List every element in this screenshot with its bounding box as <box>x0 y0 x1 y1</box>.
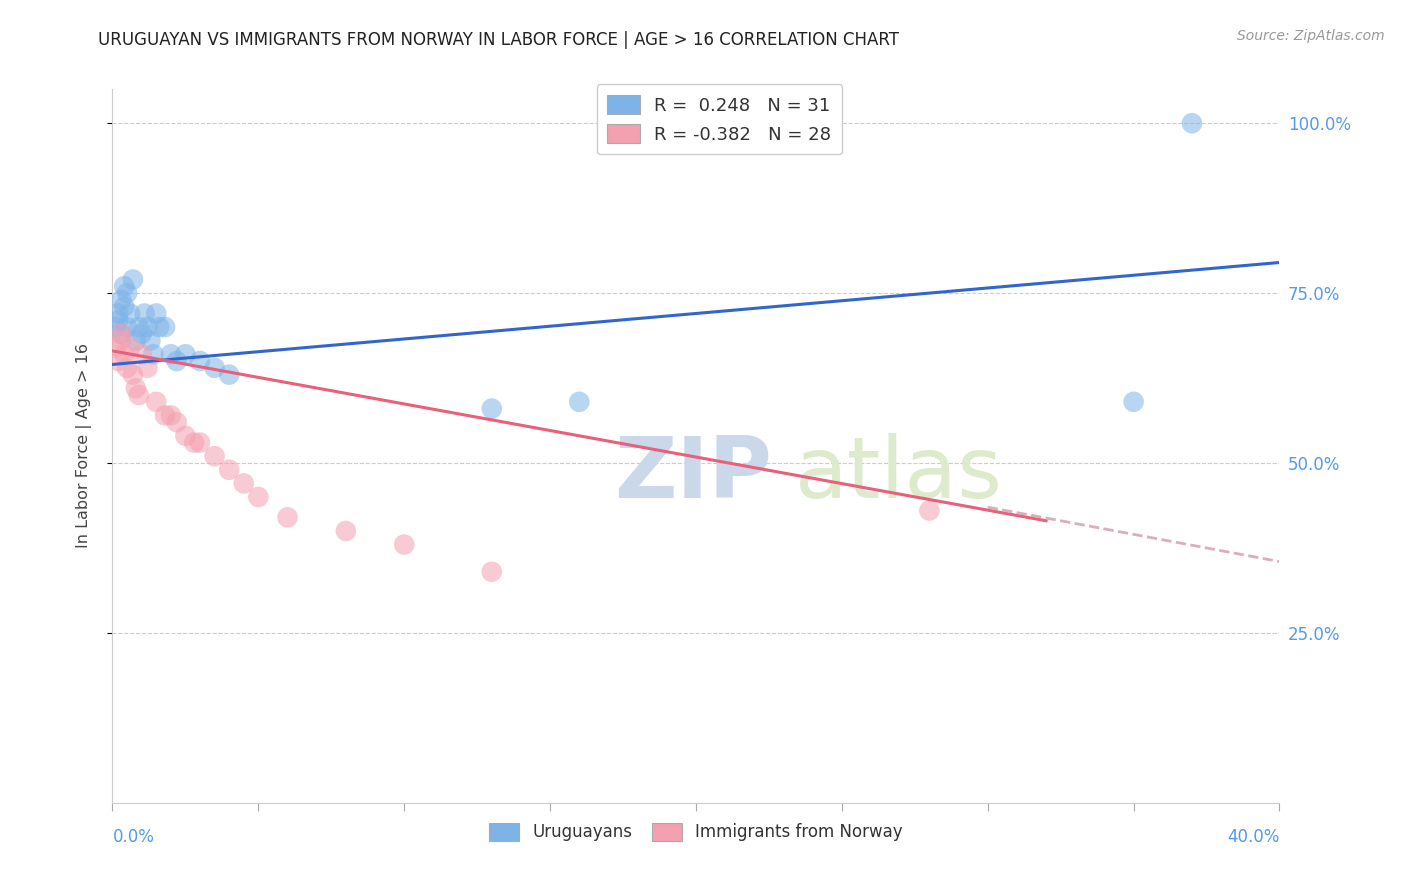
Point <box>160 409 183 423</box>
Point <box>125 381 148 395</box>
Point <box>481 401 503 416</box>
Point <box>174 429 197 443</box>
Point <box>145 306 167 320</box>
Point <box>122 368 145 382</box>
Point <box>145 394 167 409</box>
Point <box>110 334 132 348</box>
Point <box>107 306 129 320</box>
Point <box>166 354 188 368</box>
Y-axis label: In Labor Force | Age > 16: In Labor Force | Age > 16 <box>76 343 91 549</box>
Point <box>110 326 132 341</box>
Point <box>107 313 129 327</box>
Point <box>153 320 176 334</box>
Point <box>188 354 211 368</box>
Point <box>276 510 298 524</box>
Point <box>204 449 226 463</box>
Point <box>118 306 141 320</box>
Point <box>160 347 183 361</box>
Point <box>183 435 205 450</box>
Point <box>218 368 240 382</box>
Point <box>1181 116 1204 130</box>
Point <box>104 320 127 334</box>
Point <box>568 394 591 409</box>
Point <box>134 306 156 320</box>
Point <box>110 293 132 307</box>
Legend: Uruguayans, Immigrants from Norway: Uruguayans, Immigrants from Norway <box>482 816 910 848</box>
Point <box>918 503 941 517</box>
Point <box>166 415 188 429</box>
Text: ZIP: ZIP <box>614 433 772 516</box>
Point <box>128 320 150 334</box>
Point <box>136 320 159 334</box>
Point <box>122 272 145 286</box>
Point <box>104 341 127 355</box>
Point <box>218 463 240 477</box>
Point <box>107 354 129 368</box>
Point <box>335 524 357 538</box>
Point <box>115 360 138 375</box>
Point <box>131 347 153 361</box>
Point <box>118 341 141 355</box>
Point <box>153 409 176 423</box>
Point <box>481 565 503 579</box>
Point <box>128 388 150 402</box>
Point <box>131 326 153 341</box>
Point <box>394 537 416 551</box>
Text: URUGUAYAN VS IMMIGRANTS FROM NORWAY IN LABOR FORCE | AGE > 16 CORRELATION CHART: URUGUAYAN VS IMMIGRANTS FROM NORWAY IN L… <box>98 31 900 49</box>
Text: atlas: atlas <box>796 433 1002 516</box>
Point <box>232 476 254 491</box>
Point <box>115 320 138 334</box>
Point <box>136 360 159 375</box>
Point <box>247 490 270 504</box>
Point <box>188 435 211 450</box>
Point <box>125 334 148 348</box>
Point <box>174 347 197 361</box>
Point <box>148 320 170 334</box>
Text: 40.0%: 40.0% <box>1227 828 1279 846</box>
Point <box>112 347 135 361</box>
Point <box>110 326 132 341</box>
Point <box>1122 394 1144 409</box>
Point <box>142 347 165 361</box>
Point <box>139 334 162 348</box>
Point <box>204 360 226 375</box>
Point <box>112 300 135 314</box>
Point <box>112 279 135 293</box>
Point <box>115 286 138 301</box>
Text: Source: ZipAtlas.com: Source: ZipAtlas.com <box>1237 29 1385 43</box>
Text: 0.0%: 0.0% <box>112 828 155 846</box>
